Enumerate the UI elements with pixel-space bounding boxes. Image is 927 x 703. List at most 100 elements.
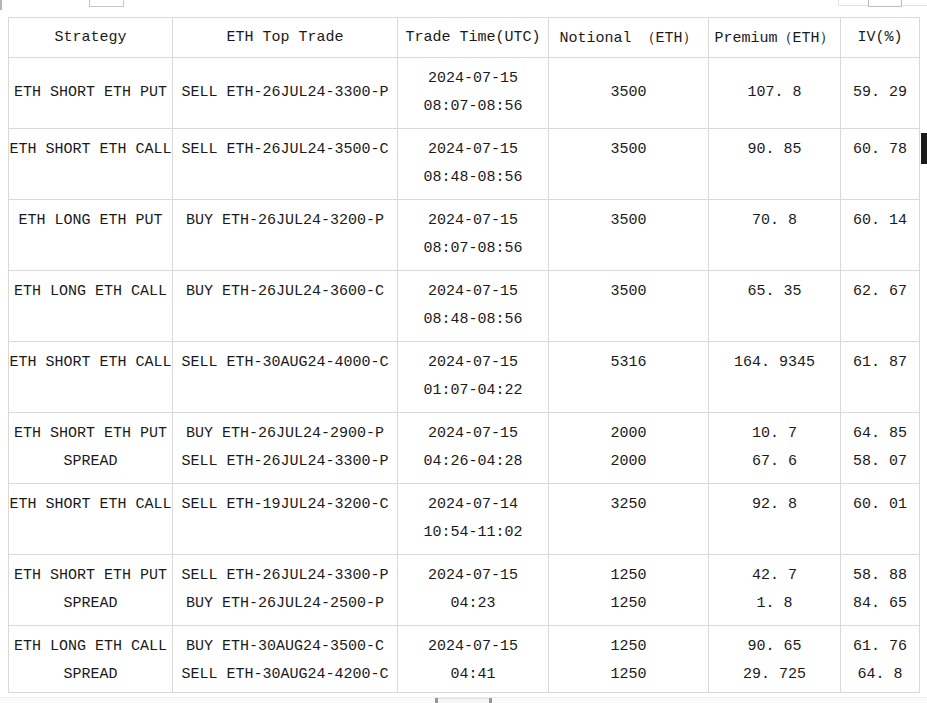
eth-top-trades-table: Strategy ETH Top Trade Trade Time(UTC) N… [8, 17, 920, 693]
cell-notional: 3500 [549, 129, 709, 200]
cell-strategy: ETH SHORT ETH CALL [9, 342, 173, 413]
cell-line: 04:26-04:28 [398, 448, 548, 476]
cell-line: 29. 725 [709, 661, 840, 689]
cell-line: 60. 14 [841, 207, 919, 235]
cell-line: 61. 76 [841, 633, 919, 661]
cell-strategy: ETH SHORT ETH PUTSPREAD [9, 555, 173, 626]
cell-top-trade: SELL ETH-19JUL24-3200-C [173, 484, 398, 555]
header-row: Strategy ETH Top Trade Trade Time(UTC) N… [9, 18, 920, 58]
cell-line: 65. 35 [709, 278, 840, 306]
cell-line: 62. 67 [841, 278, 919, 306]
cell-line: 1. 8 [709, 590, 840, 618]
cell-line: 08:07-08:56 [398, 235, 548, 263]
column-header-strategy: Strategy [9, 18, 173, 58]
cell-line: ETH LONG ETH CALL [9, 633, 172, 661]
cell-top-trade: SELL ETH-26JUL24-3300-PBUY ETH-26JUL24-2… [173, 555, 398, 626]
cell-line: SELL ETH-19JUL24-3200-C [173, 491, 397, 519]
cell-trade-time: 2024-07-1504:26-04:28 [398, 413, 549, 484]
cell-line: 90. 85 [709, 136, 840, 164]
table-row: ETH LONG ETH CALLSPREADBUY ETH-30AUG24-3… [9, 626, 920, 693]
cell-line: 3500 [549, 278, 708, 306]
cell-premium: 90. 85 [709, 129, 841, 200]
cell-line: 3500 [549, 79, 708, 107]
cell-line: ETH SHORT ETH PUT [9, 79, 172, 107]
cell-notional: 3250 [549, 484, 709, 555]
cell-line: 84. 65 [841, 590, 919, 618]
cutoff-element-top-right [868, 0, 902, 7]
cell-line: 64. 8 [841, 661, 919, 689]
cell-premium: 90. 6529. 725 [709, 626, 841, 693]
cell-top-trade: SELL ETH-26JUL24-3500-C [173, 129, 398, 200]
cell-line: ETH LONG ETH PUT [9, 207, 172, 235]
cutoff-element-top-left [89, 0, 124, 7]
cell-line: 164. 9345 [709, 349, 840, 377]
table-row: ETH SHORT ETH PUTSELL ETH-26JUL24-3300-P… [9, 58, 920, 129]
cell-line: 2024-07-15 [398, 136, 548, 164]
cell-line: SPREAD [9, 590, 172, 618]
cell-top-trade: BUY ETH-26JUL24-3600-C [173, 271, 398, 342]
cell-line: ETH SHORT ETH CALL [9, 491, 172, 519]
cell-line: 2024-07-15 [398, 562, 548, 590]
table-body: ETH SHORT ETH PUTSELL ETH-26JUL24-3300-P… [9, 58, 920, 693]
table-row: ETH SHORT ETH PUTSPREADSELL ETH-26JUL24-… [9, 555, 920, 626]
cell-line: ETH LONG ETH CALL [9, 278, 172, 306]
cell-line: 08:07-08:56 [398, 93, 548, 121]
cell-line: 61. 87 [841, 349, 919, 377]
cell-strategy: ETH LONG ETH PUT [9, 200, 173, 271]
cell-line: 58. 88 [841, 562, 919, 590]
cell-trade-time: 2024-07-1410:54-11:02 [398, 484, 549, 555]
cell-notional: 3500 [549, 271, 709, 342]
cell-line: 3500 [549, 207, 708, 235]
cell-line: 92. 8 [709, 491, 840, 519]
cell-top-trade: SELL ETH-26JUL24-3300-P [173, 58, 398, 129]
cell-iv: 59. 29 [841, 58, 920, 129]
cell-line: BUY ETH-30AUG24-3500-C [173, 633, 397, 661]
cell-line: BUY ETH-26JUL24-2500-P [173, 590, 397, 618]
cell-trade-time: 2024-07-1504:41 [398, 626, 549, 693]
cell-notional: 12501250 [549, 555, 709, 626]
cell-notional: 5316 [549, 342, 709, 413]
cell-premium: 164. 9345 [709, 342, 841, 413]
cell-line: 10:54-11:02 [398, 519, 548, 547]
cell-line: 60. 01 [841, 491, 919, 519]
cell-premium: 107. 8 [709, 58, 841, 129]
cell-line: SELL ETH-26JUL24-3300-P [173, 562, 397, 590]
cell-iv: 62. 67 [841, 271, 920, 342]
cell-line: 2000 [549, 448, 708, 476]
horizontal-scrollbar-track[interactable] [0, 697, 927, 703]
cell-trade-time: 2024-07-1501:07-04:22 [398, 342, 549, 413]
cell-line: 58. 07 [841, 448, 919, 476]
column-header-iv: IV(%) [841, 18, 920, 58]
cell-premium: 70. 8 [709, 200, 841, 271]
cell-line: 5316 [549, 349, 708, 377]
table-row: ETH LONG ETH CALLBUY ETH-26JUL24-3600-C2… [9, 271, 920, 342]
column-header-premium: Premium（ETH） [709, 18, 841, 58]
cell-line: SELL ETH-30AUG24-4000-C [173, 349, 397, 377]
cell-line: 67. 6 [709, 448, 840, 476]
cell-line: 01:07-04:22 [398, 377, 548, 405]
cell-premium: 65. 35 [709, 271, 841, 342]
horizontal-scrollbar-thumb[interactable] [435, 698, 492, 703]
cell-strategy: ETH SHORT ETH CALL [9, 484, 173, 555]
cell-line: 2000 [549, 420, 708, 448]
cell-notional: 20002000 [549, 413, 709, 484]
cell-line: 59. 29 [841, 79, 919, 107]
cell-line: SELL ETH-26JUL24-3300-P [173, 448, 397, 476]
cell-line: BUY ETH-26JUL24-3600-C [173, 278, 397, 306]
cell-iv: 64. 8558. 07 [841, 413, 920, 484]
cell-line: 1250 [549, 590, 708, 618]
cell-notional: 3500 [549, 200, 709, 271]
cell-line: 2024-07-14 [398, 491, 548, 519]
cell-strategy: ETH SHORT ETH PUT [9, 58, 173, 129]
table-row: ETH LONG ETH PUTBUY ETH-26JUL24-3200-P20… [9, 200, 920, 271]
vertical-scrollbar-thumb[interactable] [921, 133, 927, 164]
cell-iv: 58. 8884. 65 [841, 555, 920, 626]
cell-trade-time: 2024-07-1504:23 [398, 555, 549, 626]
cell-line: 2024-07-15 [398, 420, 548, 448]
cell-line: ETH SHORT ETH CALL [9, 349, 172, 377]
cell-line: SELL ETH-30AUG24-4200-C [173, 661, 397, 689]
cell-line: 107. 8 [709, 79, 840, 107]
cell-line: 10. 7 [709, 420, 840, 448]
cell-strategy: ETH LONG ETH CALL [9, 271, 173, 342]
cell-iv: 61. 7664. 8 [841, 626, 920, 693]
